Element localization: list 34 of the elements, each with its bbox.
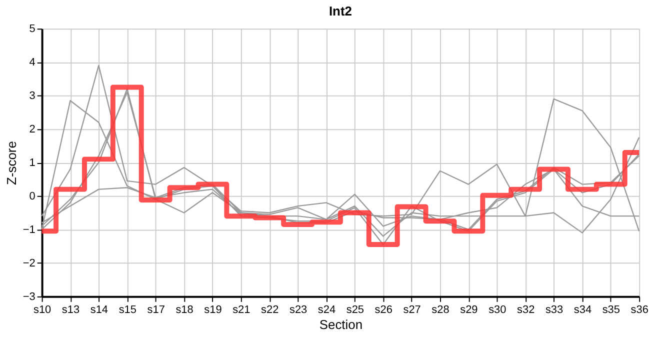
y-tick-label: 0 xyxy=(29,190,36,202)
x-tick-label: s14 xyxy=(90,304,108,316)
y-tick-label: 5 xyxy=(29,23,36,36)
y-tick-label: 4 xyxy=(29,56,36,69)
x-tick-label: s19 xyxy=(204,304,222,316)
x-tick-label: s32 xyxy=(517,304,535,316)
y-tick-label: 3 xyxy=(29,90,36,102)
x-tick-label: s33 xyxy=(545,304,564,316)
x-tick-label: s35 xyxy=(602,304,620,316)
x-tick-label: s17 xyxy=(147,304,165,316)
y-tick-label: −1 xyxy=(22,224,36,236)
x-tick-label: s23 xyxy=(289,304,308,316)
y-tick-label: −3 xyxy=(22,290,36,303)
x-tick-label: s29 xyxy=(460,304,478,316)
x-tick-label: s27 xyxy=(403,304,421,316)
x-tick-label: s18 xyxy=(176,304,194,316)
x-tick-label: s24 xyxy=(318,304,336,316)
x-tick-label: s22 xyxy=(261,304,279,316)
x-tick-label: s34 xyxy=(574,304,592,316)
y-tick-label: 1 xyxy=(29,157,36,170)
x-tick-label: s25 xyxy=(346,304,364,316)
x-tick-label: s26 xyxy=(374,304,392,316)
y-tick-label: 2 xyxy=(29,124,36,136)
x-tick-label: s21 xyxy=(232,304,250,316)
x-tick-label: s30 xyxy=(488,304,506,316)
x-tick-label: s10 xyxy=(33,304,52,316)
chart-title: Int2 xyxy=(328,4,352,19)
x-tick-label: s28 xyxy=(432,304,450,316)
y-axis-title: Z-score xyxy=(4,141,19,185)
x-tick-label: s15 xyxy=(118,304,136,316)
x-tick-label: s36 xyxy=(630,304,648,316)
y-tick-label: −2 xyxy=(22,257,36,270)
x-axis-title: Section xyxy=(319,316,363,332)
x-tick-label: s13 xyxy=(62,304,80,316)
